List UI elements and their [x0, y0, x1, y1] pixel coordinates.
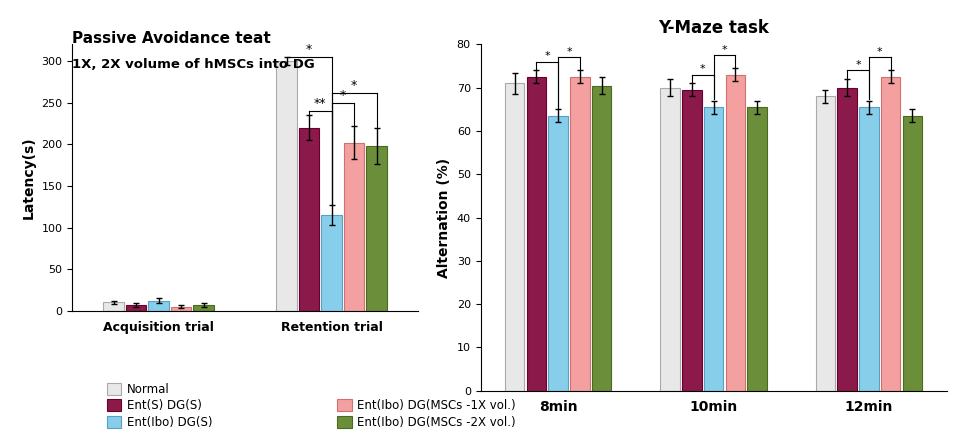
- Bar: [104, 302, 124, 311]
- Bar: [570, 77, 590, 391]
- Bar: [881, 77, 900, 391]
- Bar: [148, 301, 169, 311]
- Legend: Ent(Ibo) DG(MSCs -1X vol.), Ent(Ibo) DG(MSCs -2X vol.): Ent(Ibo) DG(MSCs -1X vol.), Ent(Ibo) DG(…: [333, 395, 521, 434]
- Text: **: **: [314, 97, 327, 110]
- Bar: [299, 128, 319, 311]
- Title: Y-Maze task: Y-Maze task: [658, 19, 769, 37]
- Text: *: *: [545, 51, 550, 61]
- Bar: [549, 116, 568, 391]
- Y-axis label: Alternation (%): Alternation (%): [437, 158, 451, 278]
- Y-axis label: Latency(s): Latency(s): [22, 136, 36, 219]
- Text: *: *: [855, 60, 861, 70]
- Bar: [837, 88, 857, 391]
- Bar: [748, 107, 767, 391]
- Text: Passive Avoidance teat: Passive Avoidance teat: [72, 31, 271, 46]
- Text: *: *: [351, 79, 357, 92]
- Text: *: *: [306, 43, 312, 56]
- Bar: [193, 305, 213, 311]
- Bar: [902, 116, 923, 391]
- Text: *: *: [566, 47, 572, 57]
- Legend: Normal, Ent(S) DG(S), Ent(Ibo) DG(S): Normal, Ent(S) DG(S), Ent(Ibo) DG(S): [102, 378, 217, 434]
- Bar: [726, 75, 745, 391]
- Text: *: *: [877, 47, 882, 57]
- Text: 1X, 2X volume of hMSCs into DG: 1X, 2X volume of hMSCs into DG: [72, 58, 315, 71]
- Bar: [816, 96, 835, 391]
- Bar: [171, 307, 191, 311]
- Bar: [859, 107, 878, 391]
- Bar: [592, 86, 611, 391]
- Text: *: *: [722, 44, 727, 55]
- Text: *: *: [339, 89, 346, 102]
- Bar: [682, 90, 702, 391]
- Text: *: *: [700, 64, 705, 74]
- Bar: [344, 143, 364, 311]
- Bar: [126, 305, 146, 311]
- Bar: [321, 215, 342, 311]
- Bar: [277, 61, 297, 311]
- Bar: [366, 146, 386, 311]
- Bar: [505, 83, 525, 391]
- Bar: [527, 77, 546, 391]
- Bar: [660, 88, 679, 391]
- Bar: [703, 107, 724, 391]
